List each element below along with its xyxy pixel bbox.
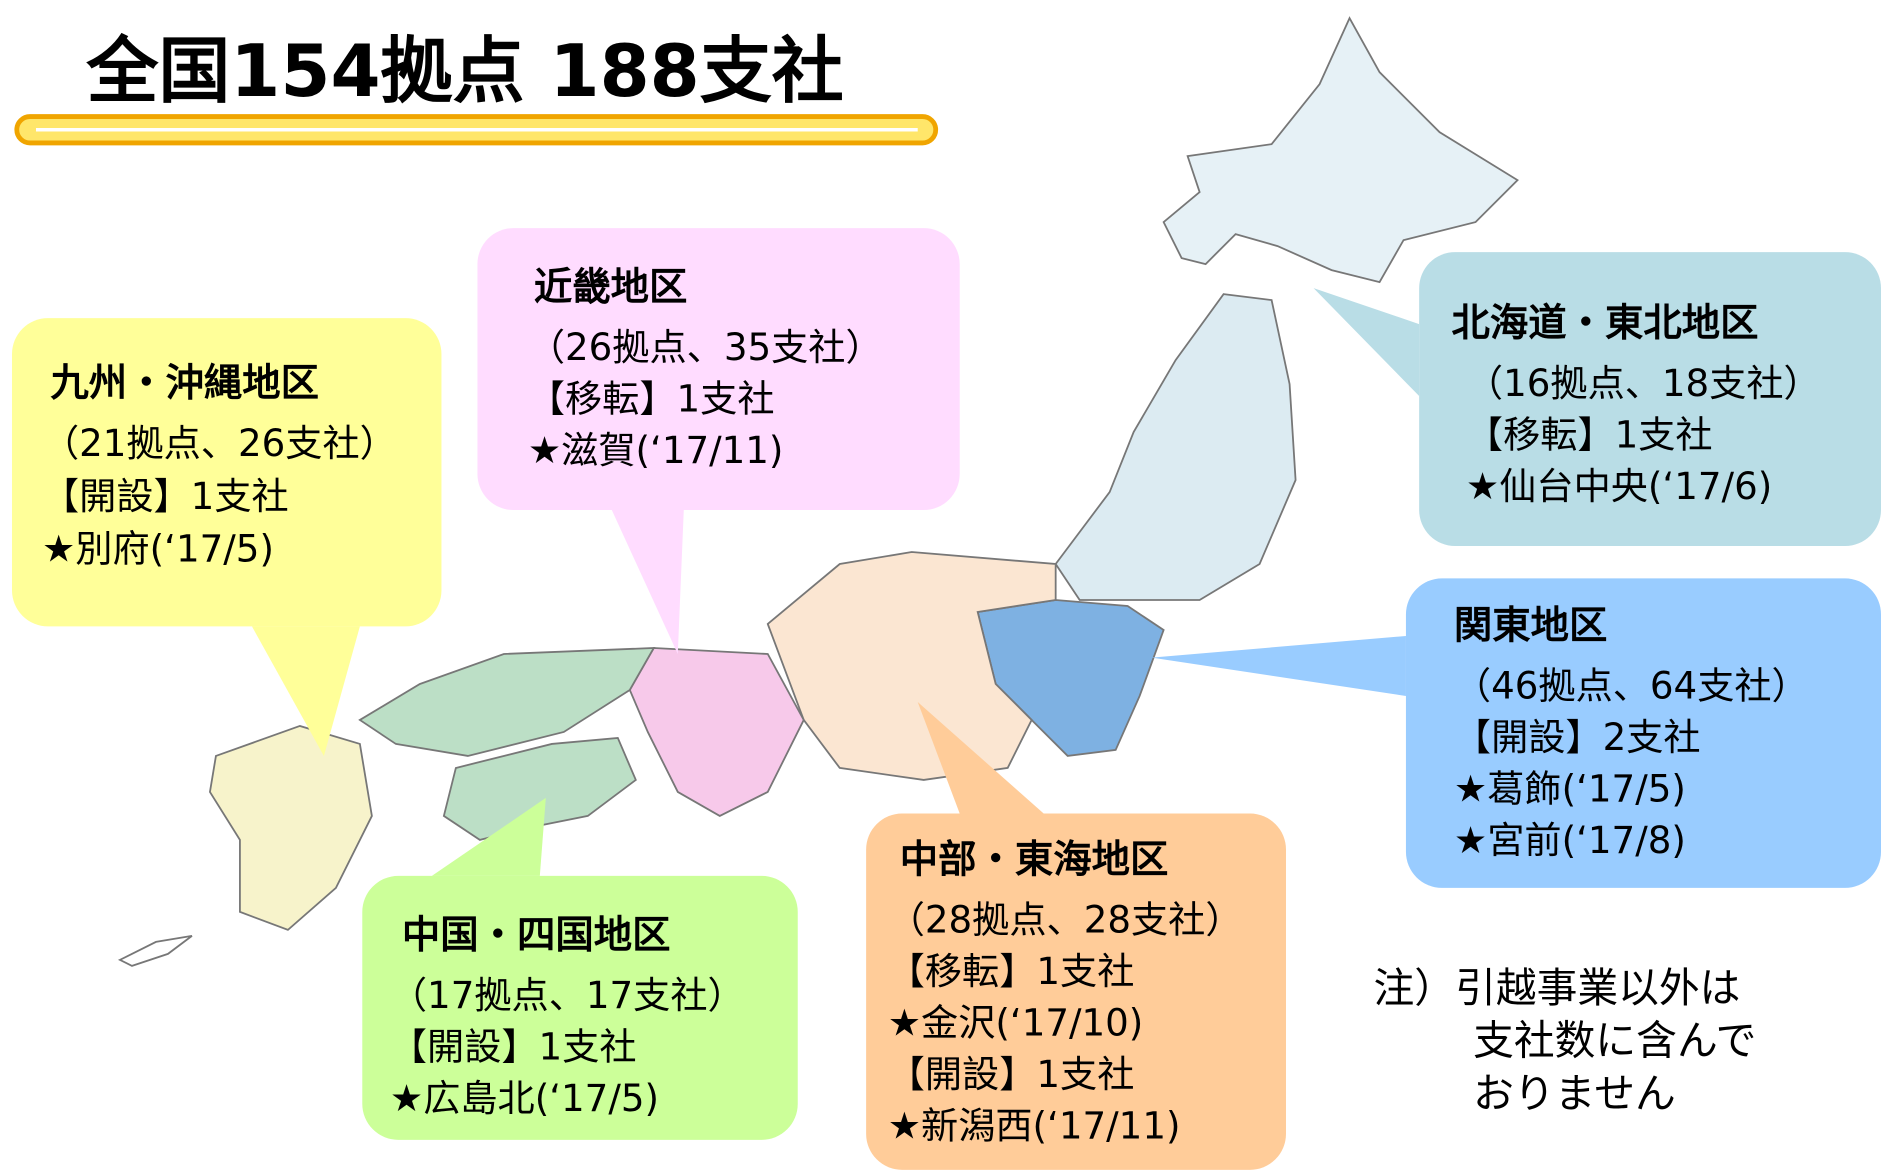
kinki [628,647,805,817]
region-name: 関東地区 [1454,603,1608,648]
region-detail: 【開設】1支社 [888,1052,1135,1096]
region-detail: 【開設】1支社 [42,474,289,518]
region-detail: 【移転】1支社 [528,377,775,421]
region-detail: （21拠点、26支社） [42,421,397,465]
callout-box [866,813,1286,1170]
callout-pointer [1151,635,1406,696]
shikoku [442,736,637,841]
region-detail: 【移転】1支社 [1466,413,1713,457]
kyushu [208,725,373,931]
region-detail: ★新潟西(‘17/11) [888,1104,1181,1148]
region-detail: ★金沢(‘17/10) [888,1000,1144,1044]
region-detail: ★滋賀(‘17/11) [528,428,784,472]
callout-pointer [611,510,684,654]
chubu [766,551,1057,781]
region-detail: （46拠点、64支社） [1454,663,1809,707]
region-name: 近畿地区 [534,265,688,310]
callout-pointer [1313,288,1420,397]
hokkaido [1162,16,1519,284]
chugoku [358,647,656,757]
region-detail: ★葛飾(‘17/5) [1454,767,1686,811]
region-detail: ★別府(‘17/5) [42,527,274,571]
region-detail: 【開設】1支社 [390,1024,637,1068]
region-detail: 【移転】1支社 [888,949,1135,993]
note: 支社数に含んで [1473,1017,1756,1065]
region-name: 北海道・東北地区 [1452,301,1759,346]
callout-box [477,228,960,511]
region-detail: ★宮前(‘17/8) [1454,818,1686,862]
region-detail: （26拠点、35支社） [528,325,883,369]
tohoku [1054,293,1297,601]
region-name: 九州・沖縄地区 [50,361,319,406]
region-detail: 【開設】2支社 [1454,715,1701,759]
region-detail: ★仙台中央(‘17/6) [1466,464,1772,508]
region-name: 中国・四国地区 [402,913,671,958]
callout-box [11,318,442,627]
region-detail: （28拠点、28支社） [888,897,1243,941]
note: おりません [1473,1069,1676,1117]
callout-box [1419,252,1881,547]
region-detail: ★広島北(‘17/5) [390,1076,659,1120]
japan-map [117,16,1519,967]
region-detail: （17拠点、17支社） [390,973,745,1017]
okinawa [117,935,193,967]
region-detail: （16拠点、18支社） [1466,361,1821,405]
title: 全国154拠点 188支社 [85,29,843,113]
callout-pointer [251,626,360,756]
note: 注）引越事業以外は [1374,964,1741,1012]
callout-box [362,875,798,1140]
callout-box [1405,578,1881,888]
callout-pointer [431,797,546,876]
region-name: 中部・東海地区 [900,837,1169,882]
